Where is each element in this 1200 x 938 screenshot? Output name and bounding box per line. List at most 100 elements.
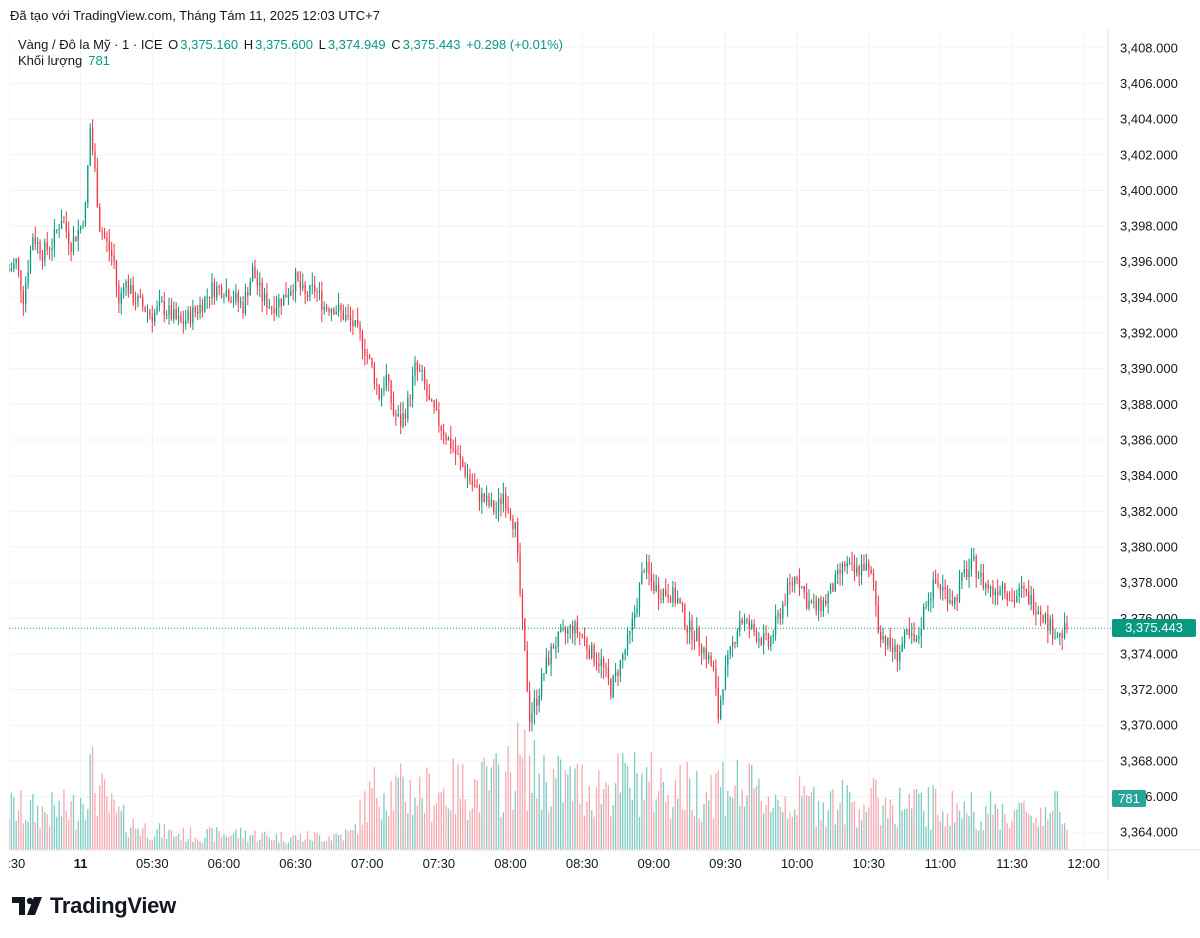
candle-body [951, 600, 953, 604]
close-value: 3,375.443 [402, 37, 461, 52]
candle-body [1051, 619, 1054, 639]
candle-body [717, 688, 719, 719]
candle-body [82, 224, 84, 227]
volume-bar [53, 805, 56, 850]
volume-bar [798, 776, 801, 850]
volume-bar [17, 810, 20, 850]
volume-bar [605, 782, 607, 850]
volume-bar [545, 782, 547, 850]
volume-bar [650, 752, 653, 850]
price-chart[interactable]: 3,408.000 3,406.000 3,404.000 3,402.000 3,40… [9, 30, 1200, 880]
candle-body [161, 300, 163, 302]
candle-body [961, 572, 963, 582]
candle-body [395, 414, 397, 417]
candle-body [142, 297, 144, 307]
candle-body [452, 448, 454, 450]
candle-body [1013, 600, 1016, 602]
candle-body [127, 281, 130, 294]
candle-body [999, 589, 1001, 595]
volume-bar [192, 842, 194, 850]
candle-body [774, 616, 777, 635]
candle-body [493, 500, 495, 512]
candle-body [677, 598, 679, 603]
volume-bar [373, 767, 376, 850]
candle-body [672, 587, 674, 603]
volume-bar [37, 805, 39, 850]
candle-body [201, 304, 204, 312]
candle-body [48, 249, 51, 251]
candle-body [521, 593, 524, 619]
volume-bar [631, 799, 633, 850]
candle-body [746, 619, 748, 621]
change-value: +0.298 (+0.01%) [466, 37, 563, 52]
candle-body [650, 573, 653, 582]
volume-bar [347, 831, 349, 850]
candle-body [741, 619, 743, 624]
candle-body [507, 508, 509, 511]
volume-bar [416, 805, 419, 850]
volume-bar [875, 779, 877, 850]
volume-bar [39, 828, 41, 850]
volume-bar [335, 833, 337, 850]
candle-body [758, 638, 760, 642]
candle-body [483, 493, 485, 502]
volume-bar [614, 783, 617, 850]
candle-body [51, 248, 53, 251]
candle-body [500, 499, 502, 505]
volume-bar [328, 835, 330, 850]
volume-bar [581, 764, 583, 850]
candle-body [708, 655, 710, 660]
volume-label[interactable]: Khối lượng [18, 53, 83, 68]
candle-body [132, 284, 134, 304]
volume-bar [450, 810, 452, 850]
candle-body [622, 654, 624, 660]
volume-bar [268, 837, 270, 850]
volume-bar [1042, 826, 1044, 850]
candle-body [426, 384, 428, 396]
volume-bar [266, 834, 268, 850]
volume-bar [51, 792, 53, 850]
symbol-name[interactable]: Vàng / Đô la Mỹ · 1 · ICE [18, 37, 163, 52]
volume-bar [1059, 812, 1061, 850]
candle-body [17, 258, 20, 271]
volume-bar [318, 835, 321, 850]
candle-body [96, 168, 99, 207]
volume-bar [574, 768, 576, 850]
volume-bar [137, 828, 139, 850]
candle-body [340, 304, 342, 311]
volume-bar [500, 816, 502, 850]
volume-bar [103, 779, 106, 850]
candle-body [858, 566, 860, 576]
candle-body [1032, 595, 1035, 612]
volume-bar [727, 790, 729, 850]
volume-bar [65, 811, 67, 850]
volume-bar [524, 729, 526, 850]
tradingview-brand[interactable]: TradingView [12, 893, 176, 919]
candle-body [543, 673, 545, 675]
candle-body [591, 645, 593, 659]
candle-body [817, 598, 820, 611]
volume-bar [667, 794, 669, 850]
candle-body [244, 292, 247, 314]
candle-body [841, 563, 844, 574]
volume-bar [839, 802, 841, 850]
volume-bar [868, 807, 870, 850]
volume-bar [323, 841, 325, 850]
candle-body [509, 510, 512, 519]
volume-bar [942, 811, 944, 850]
candle-body [724, 665, 727, 690]
price-tick-label: 3,400.000 [1120, 183, 1178, 198]
candle-body [617, 671, 619, 677]
candle-body [703, 648, 705, 654]
candle-body [894, 645, 896, 652]
candle-body [798, 579, 801, 588]
candle-body [173, 309, 175, 320]
volume-bar [72, 794, 75, 850]
volume-bar [591, 810, 593, 850]
candle-body [225, 290, 227, 297]
candle-body [846, 563, 848, 567]
volume-bar [722, 761, 724, 850]
candle-body [736, 631, 739, 644]
open-value: 3,375.160 [180, 37, 239, 52]
volume-bar [1032, 822, 1035, 850]
